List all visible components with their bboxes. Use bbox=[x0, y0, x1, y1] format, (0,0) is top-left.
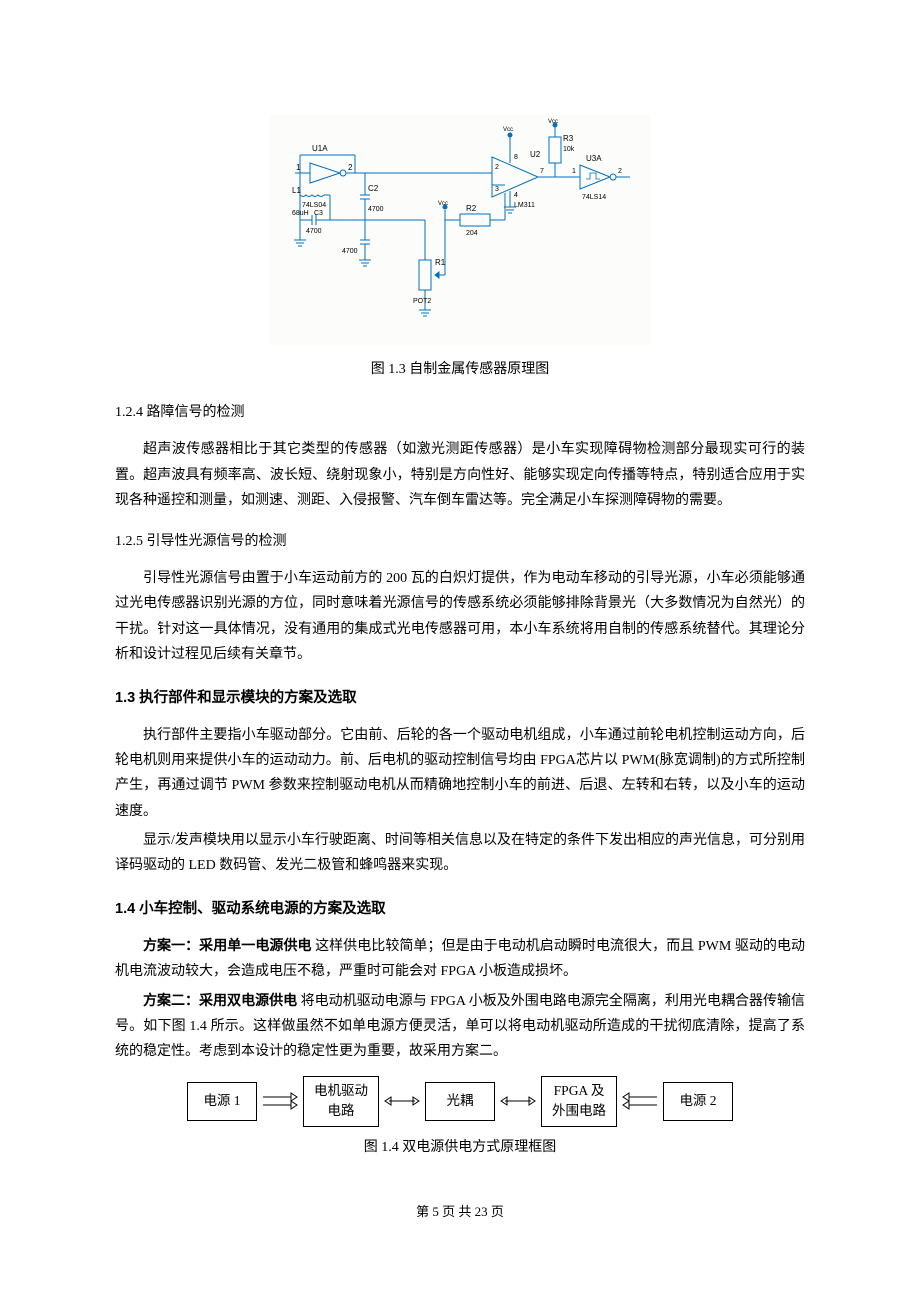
vcc-u2: Vcc bbox=[503, 127, 513, 133]
arrow-bidir-1 bbox=[379, 1086, 425, 1116]
u1a-pin2: 2 bbox=[348, 163, 353, 172]
u3a-pin2: 2 bbox=[618, 168, 622, 175]
r1-value: POT2 bbox=[413, 298, 431, 305]
circuit-svg: U1A 1 2 L1 74LS04 68uH C2 4700 C3 4700 4… bbox=[270, 115, 650, 345]
r2-value: 204 bbox=[466, 230, 478, 237]
section-1-4-option2: 方案二：采用双电源供电 将电动机驱动电源与 FPGA 小板及外围电路电源完全隔离… bbox=[115, 989, 805, 1065]
u2-pin2: 2 bbox=[495, 164, 499, 171]
vcc-r3: Vcc bbox=[548, 119, 558, 125]
arrow-icon bbox=[621, 1086, 659, 1116]
circuit-diagram-figure: U1A 1 2 L1 74LS04 68uH C2 4700 C3 4700 4… bbox=[270, 115, 650, 345]
vcc-small: Vcc bbox=[438, 201, 448, 207]
section-1-2-4-paragraph: 超声波传感器相比于其它类型的传感器（如激光测距传感器）是小车实现障碍物检测部分最… bbox=[115, 437, 805, 513]
c3-label: C3 bbox=[314, 210, 323, 217]
u2-pin4: 4 bbox=[514, 192, 518, 199]
section-1-2-4-heading: 1.2.4 路障信号的检测 bbox=[115, 400, 805, 425]
u2-pin8: 8 bbox=[514, 154, 518, 161]
option1-label: 方案一：采用单一电源供电 bbox=[143, 939, 312, 954]
section-1-3-paragraph2: 显示/发声模块用以显示小车行驶距离、时间等相关信息以及在特定的条件下发出相应的声… bbox=[115, 828, 805, 878]
u1a-label: U1A bbox=[312, 144, 328, 153]
c4-value: 4700 bbox=[342, 248, 358, 255]
figure-1-3-caption: 图 1.3 自制金属传感器原理图 bbox=[115, 357, 805, 382]
motor-drive-line2: 电路 bbox=[328, 1103, 355, 1118]
c2-value: 4700 bbox=[368, 206, 384, 213]
section-1-4-heading: 1.4 小车控制、驱动系统电源的方案及选取 bbox=[115, 896, 805, 922]
figure-1-4-caption: 图 1.4 双电源供电方式原理框图 bbox=[115, 1135, 805, 1160]
fpga-line2: 外围电路 bbox=[552, 1103, 606, 1118]
u1a-pin1: 1 bbox=[296, 163, 301, 172]
r2-label: R2 bbox=[466, 204, 477, 213]
c2-label: C2 bbox=[368, 184, 379, 193]
arrow-icon bbox=[383, 1086, 421, 1116]
option2-label: 方案二：采用双电源供电 bbox=[143, 994, 297, 1009]
arrow-right-1 bbox=[257, 1086, 303, 1116]
block-power1: 电源 1 bbox=[187, 1082, 257, 1120]
arrow-bidir-2 bbox=[495, 1086, 541, 1116]
u3a-pin1: 1 bbox=[572, 168, 576, 175]
u3a-label: U3A bbox=[586, 154, 602, 163]
arrow-left-1 bbox=[617, 1086, 663, 1116]
r1-label: R1 bbox=[435, 258, 446, 267]
fpga-line1: FPGA 及 bbox=[554, 1083, 605, 1098]
r3-value: 10k bbox=[563, 146, 575, 153]
l1-label: L1 bbox=[292, 186, 301, 195]
u2-pin3: 3 bbox=[495, 186, 499, 193]
arrow-icon bbox=[499, 1086, 537, 1116]
block-motor-drive: 电机驱动 电路 bbox=[303, 1076, 379, 1127]
u3a-chip: 74LS14 bbox=[582, 194, 606, 201]
r3-label: R3 bbox=[563, 134, 574, 143]
page-footer: 第 5 页 共 23 页 bbox=[115, 1200, 805, 1223]
l1-value: 74LS04 bbox=[302, 202, 326, 209]
c3-value: 4700 bbox=[306, 228, 322, 235]
section-1-2-5-paragraph: 引导性光源信号由置于小车运动前方的 200 瓦的白炽灯提供，作为电动车移动的引导… bbox=[115, 566, 805, 667]
block-fpga: FPGA 及 外围电路 bbox=[541, 1076, 617, 1127]
arrow-icon bbox=[261, 1086, 299, 1116]
section-1-2-5-heading: 1.2.5 引导性光源信号的检测 bbox=[115, 529, 805, 554]
motor-drive-line1: 电机驱动 bbox=[314, 1083, 368, 1098]
u2-label: U2 bbox=[530, 150, 541, 159]
block-optocoupler: 光耦 bbox=[425, 1082, 495, 1120]
block-power2: 电源 2 bbox=[663, 1082, 733, 1120]
l1-ind: 68uH bbox=[292, 210, 309, 217]
u2-chip: LM311 bbox=[514, 202, 535, 209]
section-1-3-paragraph1: 执行部件主要指小车驱动部分。它由前、后轮的各一个驱动电机组成，小车通过前轮电机控… bbox=[115, 723, 805, 824]
section-1-4-option1: 方案一：采用单一电源供电 这样供电比较简单；但是由于电动机启动瞬时电流很大，而且… bbox=[115, 934, 805, 984]
block-diagram-figure: 电源 1 电机驱动 电路 光耦 FPGA 及 外围电路 bbox=[115, 1076, 805, 1127]
section-1-3-heading: 1.3 执行部件和显示模块的方案及选取 bbox=[115, 685, 805, 711]
u2-pin7: 7 bbox=[540, 168, 544, 175]
